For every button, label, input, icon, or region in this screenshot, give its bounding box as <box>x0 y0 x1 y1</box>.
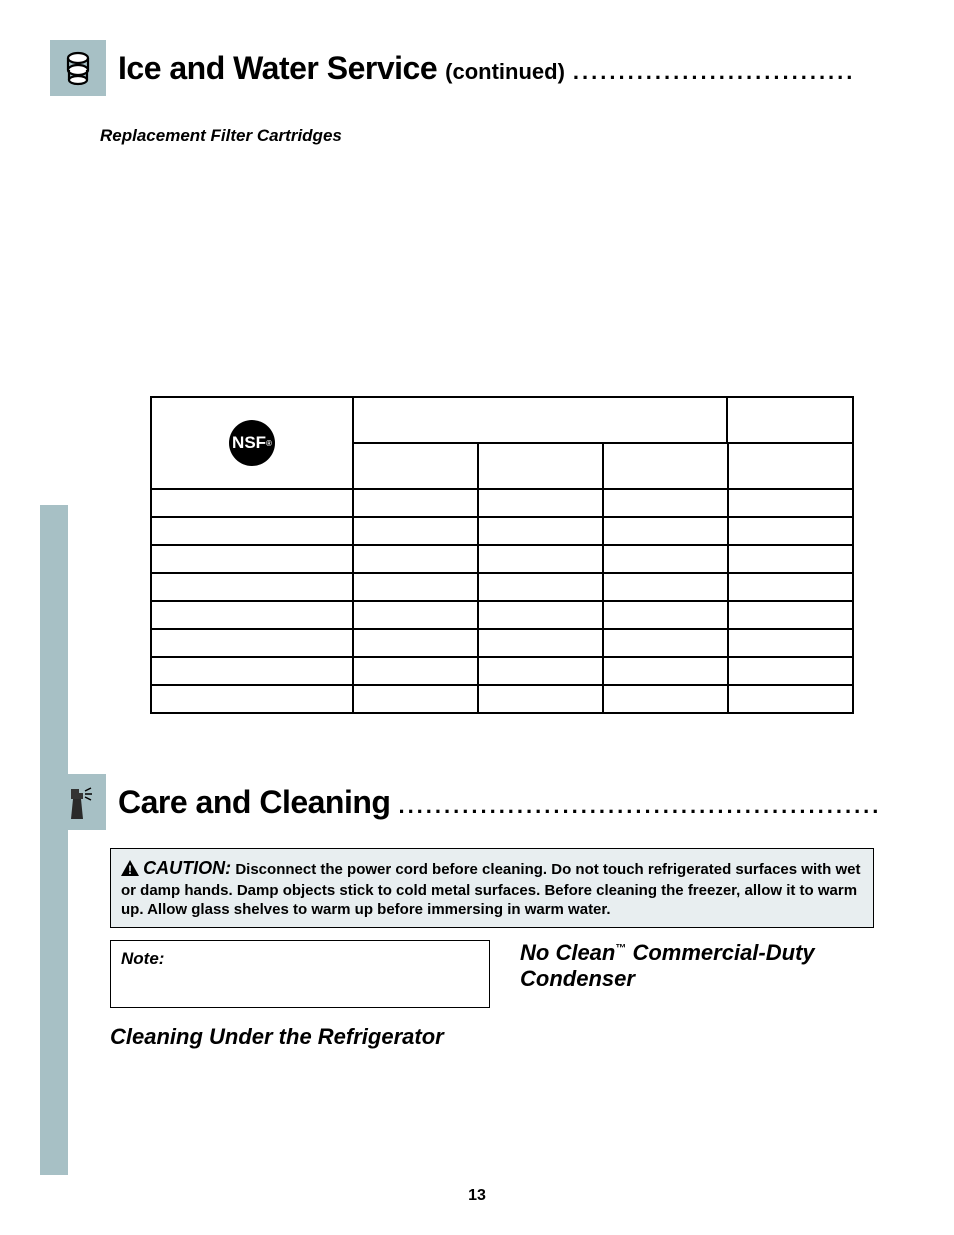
nsf-cell: NSF® <box>152 398 352 488</box>
no-clean-a: No Clean <box>520 940 615 965</box>
table-row <box>152 516 852 544</box>
ice-water-icon <box>50 40 106 96</box>
caution-label: CAUTION: <box>143 858 231 878</box>
page-number: 13 <box>468 1187 486 1205</box>
table-subheader-cell <box>354 444 477 488</box>
section-header-care-cleaning: Care and Cleaning ......................… <box>50 774 914 830</box>
cleaning-under-heading: Cleaning Under the Refrigerator <box>110 1024 914 1050</box>
table-subheader-cell <box>727 444 852 488</box>
header-dots: ............................... <box>573 59 914 85</box>
no-clean-b: Commercial-Duty <box>626 940 814 965</box>
header-dots: ........................................… <box>398 793 914 819</box>
side-accent-bar <box>40 505 68 1175</box>
section-title: Care and Cleaning <box>118 784 390 821</box>
note-box: Note: <box>110 940 490 1008</box>
section-header-ice-water: Ice and Water Service (continued) ......… <box>50 40 914 96</box>
table-row <box>152 544 852 572</box>
note-label: Note: <box>121 949 164 968</box>
no-clean-line2: Condenser <box>520 966 635 991</box>
table-row <box>152 656 852 684</box>
table-row <box>152 628 852 656</box>
table-row <box>152 600 852 628</box>
caution-box: ! CAUTION: Disconnect the power cord bef… <box>110 848 874 928</box>
section-continued: (continued) <box>445 59 565 85</box>
svg-text:!: ! <box>128 863 132 876</box>
table-row <box>152 684 852 712</box>
nsf-registered: ® <box>266 439 272 448</box>
section-title: Ice and Water Service <box>118 50 437 87</box>
table-header-cell <box>354 398 726 442</box>
trademark-symbol: ™ <box>615 943 626 955</box>
table-header-cell <box>726 398 852 442</box>
table-subheader-cell <box>477 444 602 488</box>
table-row <box>152 488 852 516</box>
specifications-table: NSF® <box>150 396 854 714</box>
nsf-badge-icon: NSF® <box>229 420 275 466</box>
table-subheader-cell <box>602 444 727 488</box>
subheading-replacement-filter: Replacement Filter Cartridges <box>100 126 914 146</box>
table-row <box>152 572 852 600</box>
warning-triangle-icon: ! <box>121 860 139 882</box>
no-clean-heading: No Clean™ Commercial-Duty Condenser <box>520 940 874 991</box>
caution-text: Disconnect the power cord before cleanin… <box>121 861 860 918</box>
nsf-label: NSF <box>232 433 266 453</box>
